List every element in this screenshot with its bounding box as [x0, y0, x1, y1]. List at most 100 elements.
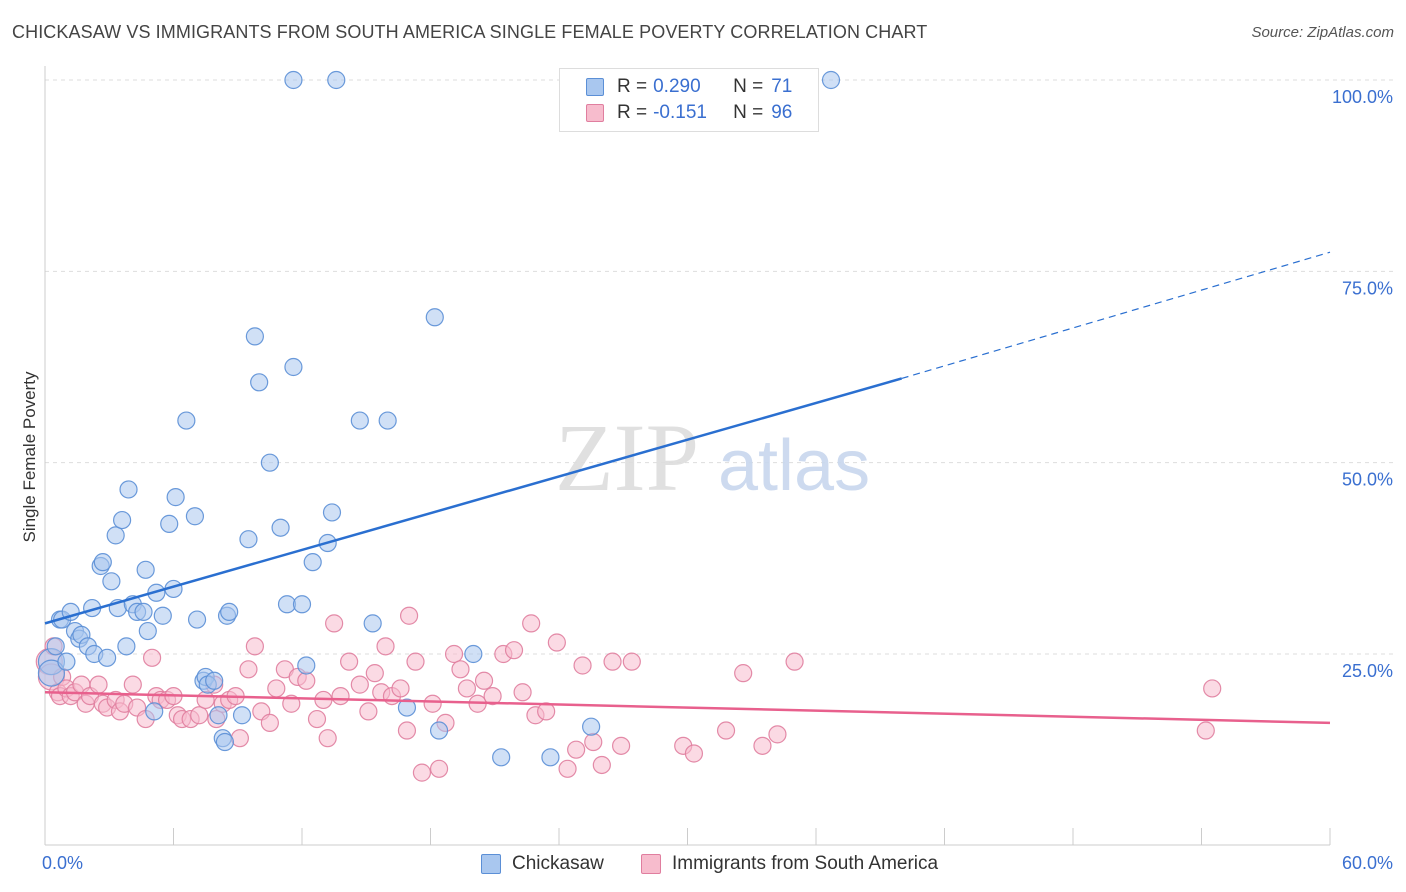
chickasaw-swatch	[586, 78, 604, 96]
data-point	[378, 411, 397, 430]
data-point	[239, 660, 258, 679]
data-point	[37, 659, 66, 687]
legend-r-value: -0.151	[653, 102, 707, 123]
data-point	[423, 694, 442, 713]
data-point	[558, 759, 577, 778]
data-point	[603, 652, 622, 671]
data-point	[112, 510, 132, 530]
data-point	[232, 706, 252, 725]
data-point	[429, 759, 449, 778]
data-point	[573, 656, 592, 675]
data-point	[474, 671, 494, 690]
data-point	[537, 702, 556, 721]
data-point	[412, 763, 432, 782]
bottom-legend-label: Chickasaw	[512, 853, 604, 874]
y-tick-label: 100.0%	[1332, 87, 1393, 107]
legend-n-value: 96	[771, 102, 793, 123]
axes	[44, 66, 1331, 846]
data-point	[284, 70, 303, 90]
trend-lines	[44, 251, 1331, 725]
data-point	[567, 740, 586, 759]
data-point	[350, 675, 369, 694]
y-tick-label: 50.0%	[1342, 470, 1393, 490]
data-point	[451, 660, 470, 679]
data-point	[734, 664, 753, 683]
data-point	[106, 526, 125, 545]
data-point	[464, 644, 483, 664]
data-point	[260, 453, 279, 472]
data-point	[340, 652, 359, 671]
data-point	[397, 698, 417, 717]
data-point	[350, 411, 369, 430]
data-point	[297, 656, 316, 675]
data-point	[483, 686, 502, 706]
data-point	[284, 357, 303, 377]
chart-source: Source: ZipAtlas.com	[1251, 24, 1394, 41]
data-point	[785, 652, 804, 671]
data-point	[196, 690, 215, 710]
immigrants-swatch	[586, 104, 604, 122]
data-point	[93, 553, 112, 572]
data-point	[153, 606, 172, 625]
data-point	[142, 648, 162, 667]
data-point	[684, 744, 704, 763]
data-point	[768, 725, 787, 744]
data-point	[376, 637, 395, 656]
data-point	[117, 637, 136, 656]
data-point	[145, 702, 164, 721]
bottom-legend-immigrants: Immigrants from South America	[641, 852, 938, 876]
data-point	[267, 679, 286, 698]
data-point	[821, 70, 841, 90]
data-point	[245, 327, 264, 346]
data-point	[102, 572, 121, 591]
data-point	[282, 694, 301, 713]
data-point	[582, 717, 601, 736]
data-point	[612, 736, 631, 755]
data-point	[271, 518, 290, 537]
data-point	[399, 606, 419, 625]
data-point	[363, 614, 382, 633]
x-tick-label: 60.0%	[1342, 853, 1393, 873]
data-point	[220, 602, 239, 622]
data-point	[522, 614, 541, 633]
data-point	[513, 683, 532, 702]
data-point	[327, 70, 346, 90]
data-point	[230, 729, 249, 748]
data-point	[46, 637, 65, 656]
data-point	[425, 308, 444, 327]
data-point	[215, 732, 234, 752]
tick-labels: 25.0% 50.0% 75.0% 100.0% 0.0% 60.0%	[42, 87, 1393, 873]
data-point	[1203, 679, 1222, 698]
data-point	[716, 721, 736, 740]
data-point	[190, 706, 209, 725]
data-point	[166, 488, 185, 507]
data-point	[397, 721, 417, 740]
data-point	[406, 652, 425, 671]
chickasaw-trend-extension	[901, 251, 1331, 380]
data-point	[303, 553, 322, 572]
data-point	[89, 675, 108, 694]
data-point	[457, 679, 477, 698]
data-point	[547, 633, 566, 652]
grid-lines	[45, 79, 1395, 655]
legend-r-label: R =	[617, 102, 648, 123]
data-point	[119, 480, 138, 499]
legend: R = 0.290 N = 71 R = -0.151 N = 96	[559, 68, 819, 132]
bottom-legend-chickasaw: Chickasaw	[481, 852, 604, 876]
data-point	[365, 664, 384, 683]
data-point	[292, 595, 312, 614]
data-point	[138, 621, 157, 641]
legend-r-value: 0.290	[653, 76, 701, 97]
legend-n-value: 71	[771, 76, 793, 97]
data-point	[297, 671, 316, 690]
data-point	[359, 702, 378, 721]
data-point	[541, 748, 560, 767]
data-point	[331, 686, 350, 706]
chart-title: CHICKASAW VS IMMIGRANTS FROM SOUTH AMERI…	[12, 22, 928, 42]
data-point	[592, 755, 611, 775]
data-point	[444, 644, 464, 664]
chickasaw-swatch	[481, 854, 501, 874]
data-point	[307, 709, 327, 729]
legend-n-label: N =	[733, 102, 764, 123]
bottom-legend-label: Immigrants from South America	[672, 853, 939, 874]
